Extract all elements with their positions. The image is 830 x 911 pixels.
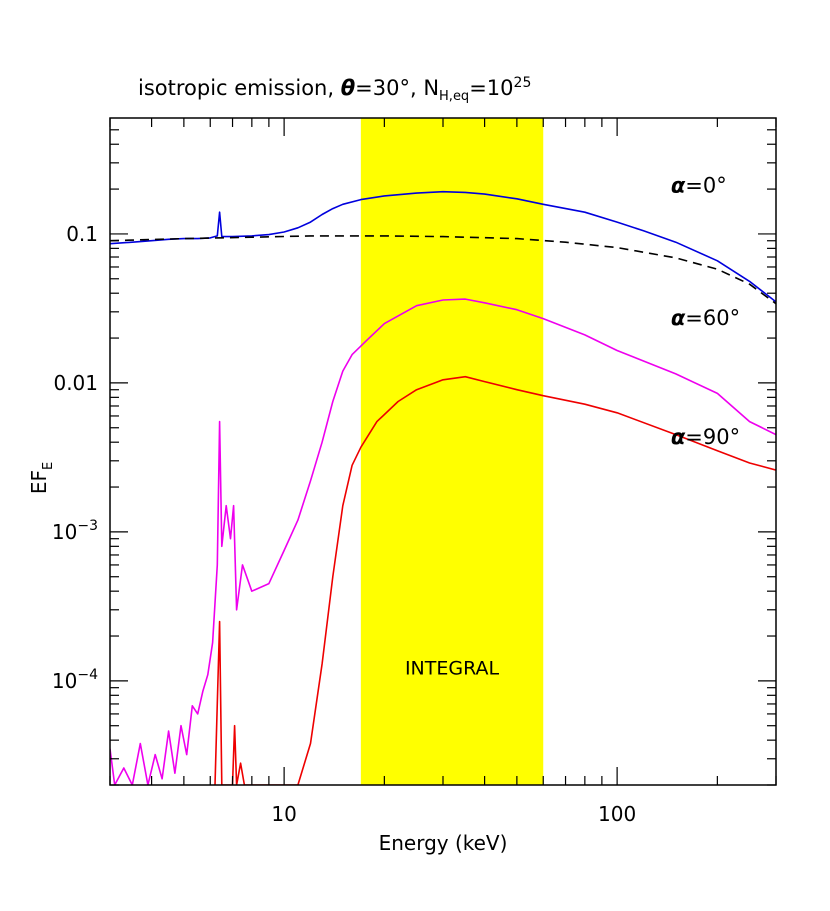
y-tick-label: 0.1 bbox=[66, 222, 98, 246]
y-tick-label: 10−3 bbox=[52, 518, 98, 544]
y-tick-label-base: 0.1 bbox=[66, 222, 98, 246]
title-nh: N bbox=[423, 76, 439, 100]
y-tick-label-base: 10 bbox=[52, 520, 77, 544]
y-tick-label: 10−4 bbox=[52, 667, 98, 693]
x-tick-label: 10 bbox=[271, 802, 296, 826]
y-tick-label-base: 10 bbox=[52, 669, 77, 693]
y-tick-label-base: 0.01 bbox=[53, 371, 98, 395]
series-label-0: α=0° bbox=[671, 173, 727, 197]
x-tick-label: 100 bbox=[598, 802, 636, 826]
integral-band-label: INTEGRAL bbox=[405, 658, 500, 680]
series-label-2: α=60° bbox=[671, 306, 740, 330]
title-nh-sub: H,eq bbox=[439, 89, 469, 104]
title-nh-sup: 25 bbox=[514, 75, 532, 91]
series-label-rest: =0° bbox=[685, 173, 726, 197]
series-label-3: α=90° bbox=[671, 425, 740, 449]
series-label-alpha: α bbox=[671, 173, 686, 197]
y-tick-label: 0.01 bbox=[53, 371, 98, 395]
series-label-alpha: α bbox=[671, 306, 686, 330]
integral-band-layer: INTEGRAL bbox=[360, 118, 544, 785]
y-tick-label-sup: −4 bbox=[77, 667, 98, 683]
label-layer: isotropic emission, θ=30°, NH,eq=1025 En… bbox=[27, 75, 531, 855]
y-axis-label-main: EF bbox=[27, 470, 51, 494]
series-label-rest: =60° bbox=[685, 306, 740, 330]
x-axis-label: Energy (keV) bbox=[379, 831, 508, 855]
title-prefix: isotropic emission, bbox=[138, 76, 341, 100]
y-axis-label: EFE bbox=[27, 462, 56, 494]
y-axis-label-sub: E bbox=[41, 462, 56, 470]
series-layer: α=0°α=60°α=90° bbox=[110, 173, 776, 785]
y-tick-label-sup: −3 bbox=[77, 518, 98, 534]
integral-band bbox=[360, 118, 544, 785]
chart-title: isotropic emission, θ=30°, NH,eq=1025 bbox=[138, 75, 531, 104]
series-group bbox=[110, 190, 776, 785]
series-line-3 bbox=[214, 375, 776, 785]
title-nh-eq: =10 bbox=[469, 76, 513, 100]
title-theta: θ bbox=[341, 76, 355, 100]
series-label-alpha: α bbox=[671, 425, 686, 449]
series-line-2 bbox=[110, 298, 776, 785]
series-label-rest: =90° bbox=[685, 425, 740, 449]
series-line-1 bbox=[110, 235, 776, 305]
title-theta-value: =30°, bbox=[355, 76, 423, 100]
